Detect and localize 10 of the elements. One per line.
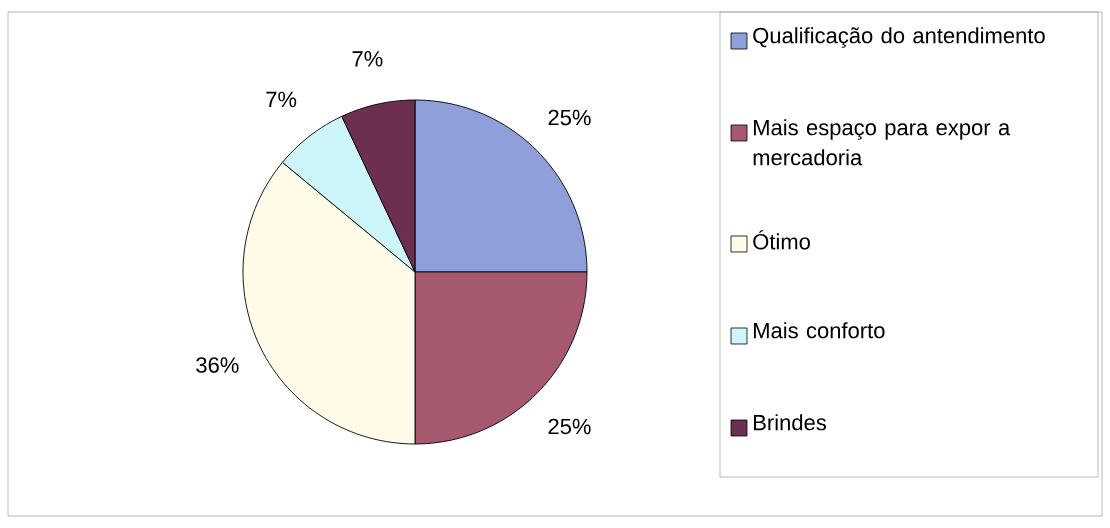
data-label: 25% xyxy=(548,109,591,126)
data-label: 25% xyxy=(548,418,591,435)
data-label: 7% xyxy=(266,91,297,108)
legend-label: Ótimo xyxy=(753,230,810,250)
data-label: 36% xyxy=(196,357,239,373)
legend-label: Qualificação do antendimento xyxy=(753,27,1045,48)
legend-label: Mais conforto xyxy=(754,322,885,339)
legend-label: Brindes xyxy=(754,414,826,431)
data-label: 7% xyxy=(352,51,383,67)
legend-label: Mais espaço para expor a mercadoria xyxy=(753,119,1011,166)
